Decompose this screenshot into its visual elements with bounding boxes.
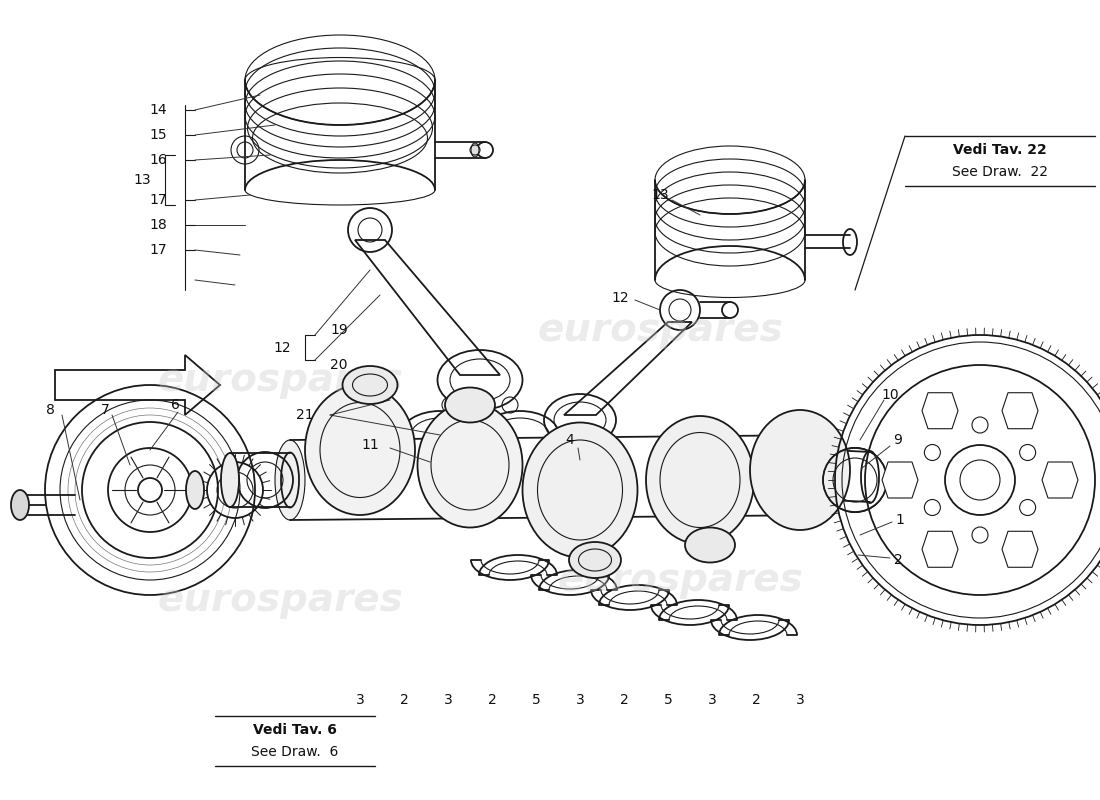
Text: 3: 3: [443, 693, 452, 707]
Ellipse shape: [471, 143, 478, 157]
Text: 2: 2: [399, 693, 408, 707]
Text: See Draw.  6: See Draw. 6: [251, 745, 339, 759]
Text: eurospares: eurospares: [537, 311, 783, 349]
Polygon shape: [1002, 393, 1038, 429]
Text: 2: 2: [751, 693, 760, 707]
Ellipse shape: [418, 402, 522, 527]
Text: 17: 17: [150, 193, 167, 207]
Ellipse shape: [186, 471, 204, 509]
Ellipse shape: [569, 542, 622, 578]
Text: 2: 2: [619, 693, 628, 707]
Text: eurospares: eurospares: [157, 581, 403, 619]
Text: 17: 17: [150, 243, 167, 257]
Polygon shape: [1042, 462, 1078, 498]
Text: 6: 6: [170, 398, 179, 412]
Circle shape: [945, 445, 1015, 515]
Text: 3: 3: [795, 693, 804, 707]
Text: See Draw.  22: See Draw. 22: [952, 165, 1048, 179]
Text: 14: 14: [150, 103, 167, 117]
Polygon shape: [1002, 531, 1038, 567]
Text: 5: 5: [531, 693, 540, 707]
Text: 3: 3: [707, 693, 716, 707]
Ellipse shape: [11, 490, 29, 520]
Text: Vedi Tav. 6: Vedi Tav. 6: [253, 723, 337, 737]
Ellipse shape: [522, 422, 638, 558]
Text: 18: 18: [150, 218, 167, 232]
Text: 16: 16: [150, 153, 167, 167]
Ellipse shape: [646, 416, 754, 544]
Polygon shape: [922, 393, 958, 429]
Ellipse shape: [685, 527, 735, 562]
Text: 12: 12: [274, 341, 292, 354]
Text: 12: 12: [612, 291, 629, 305]
Polygon shape: [882, 462, 918, 498]
Text: 8: 8: [45, 403, 54, 417]
Polygon shape: [922, 531, 958, 567]
Text: 13: 13: [133, 173, 151, 187]
Text: 21: 21: [296, 408, 314, 422]
Text: eurospares: eurospares: [557, 561, 803, 599]
Ellipse shape: [305, 385, 415, 515]
Ellipse shape: [275, 440, 305, 520]
Text: 7: 7: [100, 403, 109, 417]
Text: Vedi Tav. 22: Vedi Tav. 22: [953, 143, 1047, 157]
Text: 1: 1: [895, 513, 904, 527]
Text: 3: 3: [575, 693, 584, 707]
Text: 4: 4: [565, 433, 574, 447]
Text: 2: 2: [487, 693, 496, 707]
Text: 19: 19: [330, 323, 348, 337]
Ellipse shape: [342, 366, 397, 404]
Ellipse shape: [750, 410, 850, 530]
Text: 10: 10: [881, 388, 899, 402]
Text: 5: 5: [663, 693, 672, 707]
Text: 20: 20: [330, 358, 348, 372]
Text: 11: 11: [361, 438, 378, 452]
Text: 9: 9: [893, 433, 902, 447]
Text: 2: 2: [893, 553, 902, 567]
Text: 15: 15: [150, 128, 167, 142]
Text: 13: 13: [651, 188, 669, 202]
Ellipse shape: [221, 453, 239, 507]
Text: eurospares: eurospares: [157, 361, 403, 399]
Text: 3: 3: [355, 693, 364, 707]
Ellipse shape: [446, 387, 495, 422]
